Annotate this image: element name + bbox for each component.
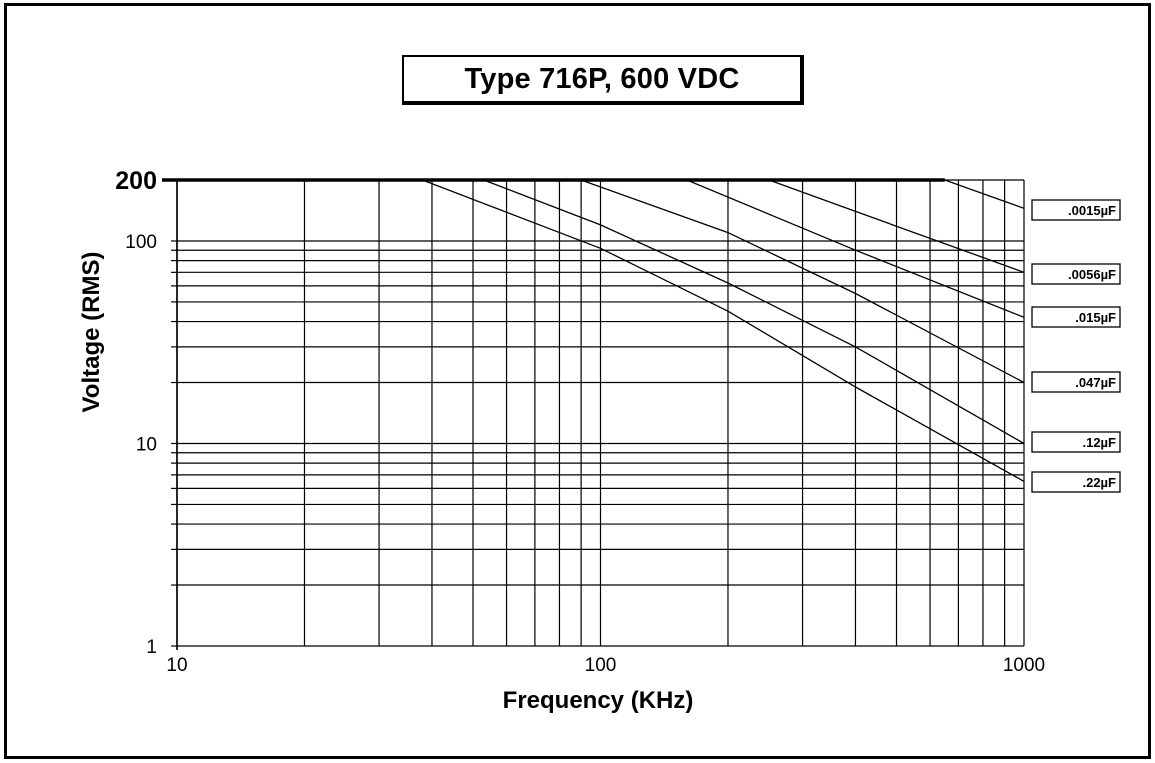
y-tick-label: 100 bbox=[125, 232, 157, 253]
series-label: .22µF bbox=[1082, 475, 1116, 490]
series-label-box: .22µF bbox=[1032, 472, 1120, 492]
series-label: .0015µF bbox=[1068, 203, 1116, 218]
x-tick-label: 1000 bbox=[1003, 655, 1045, 676]
series-label: .12µF bbox=[1082, 435, 1116, 450]
series-label: .047µF bbox=[1075, 375, 1116, 390]
series-labels: .0015µF .0056µF .015µF .047µF .12µF .22µF bbox=[1032, 200, 1120, 492]
series-label-box: .0056µF bbox=[1032, 264, 1120, 284]
series-label-box: .12µF bbox=[1032, 432, 1120, 452]
series-lines bbox=[162, 180, 1024, 481]
y-tick-label: 10 bbox=[136, 434, 157, 455]
series-label-box: .047µF bbox=[1032, 372, 1120, 392]
series-label: .0056µF bbox=[1068, 267, 1116, 282]
x-tick-label: 10 bbox=[166, 655, 187, 676]
tick-labels: 10 100 1000 1 10 100 200 bbox=[115, 167, 1045, 676]
grid bbox=[171, 180, 1024, 650]
series-label-box: .0015µF bbox=[1032, 200, 1120, 220]
series-label: .015µF bbox=[1075, 310, 1116, 325]
y-tick-label: 1 bbox=[146, 637, 157, 658]
x-tick-label: 100 bbox=[585, 655, 617, 676]
series-label-box: .015µF bbox=[1032, 307, 1120, 327]
y-tick-label: 200 bbox=[115, 167, 157, 195]
